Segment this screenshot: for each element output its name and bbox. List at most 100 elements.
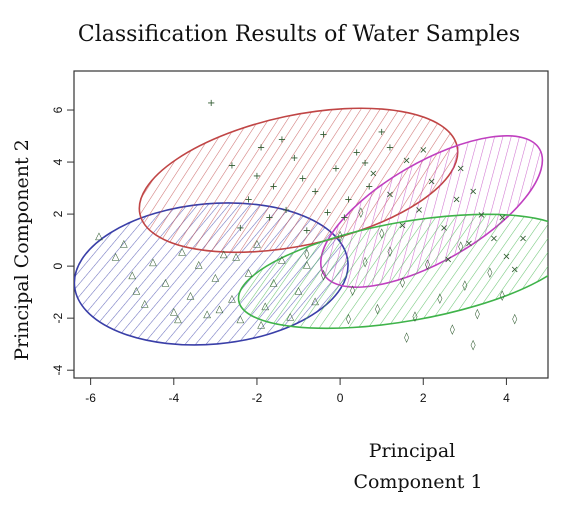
cluster-1-point: △ [162, 278, 170, 289]
cluster-1-point: △ [261, 301, 269, 312]
y-axis: -4 -2 0 2 4 6 [51, 106, 74, 376]
cluster-1-point: △ [278, 254, 286, 265]
cluster-4-point: ◊ [487, 266, 492, 278]
y-tick-label: 6 [51, 106, 65, 113]
cluster-3-point: × [456, 163, 464, 174]
x-axis-label-line-2: Component 1 [353, 471, 482, 493]
cluster-4-point: ◊ [437, 292, 442, 304]
cluster-1-point: △ [112, 252, 120, 263]
cluster-ellipses [74, 107, 548, 346]
cluster-1-point: △ [170, 306, 178, 317]
y-tick-label: 4 [51, 158, 65, 165]
cluster-2-point: + [298, 174, 306, 185]
x-tick-label: -2 [252, 391, 263, 405]
cluster-3-point: × [398, 221, 406, 232]
cluster-2-point: + [353, 148, 361, 159]
cluster-1-point: △ [303, 260, 311, 271]
cluster-3-point: × [369, 168, 377, 179]
cluster-2-point: + [265, 213, 273, 224]
cluster-4-point: ◊ [379, 227, 384, 239]
cluster-1-point: △ [270, 278, 278, 289]
cluster-1-point: △ [174, 314, 182, 325]
cluster-2-point: + [365, 181, 373, 192]
cluster-3-point: × [477, 210, 485, 221]
cluster-4-point: ◊ [412, 311, 417, 323]
cluster-2-point: + [303, 226, 311, 237]
x-tick-label: 2 [420, 391, 427, 405]
cluster-4-point: ◊ [304, 248, 309, 260]
cluster-4-point: ◊ [363, 256, 368, 268]
cluster-1-point: △ [120, 239, 128, 250]
cluster-2-point: + [228, 161, 236, 172]
data-points: △△△△△△△△△△△△△△△△△△△△△△△△△△△△△△++++++++++… [95, 98, 527, 351]
cluster-1-point: △ [295, 286, 303, 297]
cluster-2-point: + [344, 194, 352, 205]
cluster-1-point: △ [253, 239, 261, 250]
cluster-1-point: △ [203, 309, 211, 320]
cluster-3-point: × [419, 145, 427, 156]
cluster-3-point: × [511, 265, 519, 276]
cluster-3-point: × [386, 189, 394, 200]
cluster-2-point: + [282, 205, 290, 216]
cluster-4-point: ◊ [388, 246, 393, 258]
cluster-2-point: + [278, 135, 286, 146]
cluster-1-point: △ [245, 267, 253, 278]
cluster-2-point: + [377, 127, 385, 138]
x-tick-label: -4 [168, 391, 179, 405]
y-tick-label: -2 [51, 313, 65, 324]
cluster-4-point: ◊ [350, 285, 355, 297]
cluster-1-point: △ [141, 299, 149, 310]
cluster-1-point: △ [149, 257, 157, 268]
cluster-4-point: ◊ [500, 290, 505, 302]
cluster-2-point: + [244, 194, 252, 205]
cluster-3-point: × [519, 234, 527, 245]
cluster-2-point: + [253, 171, 261, 182]
cluster-4-point: ◊ [400, 277, 405, 289]
cluster-2-point: + [323, 207, 331, 218]
cluster-3-point: × [465, 239, 473, 250]
cluster-1-point: △ [236, 314, 244, 325]
x-axis-label-line-1: Principal [369, 440, 455, 462]
cluster-1-point: △ [95, 231, 103, 242]
x-tick-label: -6 [85, 391, 96, 405]
cluster-4-point: ◊ [475, 308, 480, 320]
cluster-2-point: + [207, 98, 215, 109]
cluster-1-point: △ [220, 249, 228, 260]
x-axis: -6 -4 -2 0 2 4 [85, 378, 510, 405]
cluster-3-point: × [440, 223, 448, 234]
cluster-4-point: ◊ [358, 206, 363, 218]
cluster-1-point: △ [195, 260, 203, 271]
cluster-3-point: × [502, 252, 510, 263]
cluster-4-point: ◊ [458, 240, 463, 252]
cluster-3-point: × [469, 187, 477, 198]
cluster-1-point: △ [228, 293, 236, 304]
y-axis-label: Principal Component 2 [11, 139, 33, 361]
cluster-2-point: + [257, 142, 265, 153]
cluster-4-point: ◊ [346, 313, 351, 325]
cluster-2-point: + [361, 158, 369, 169]
cluster-2-point: + [290, 153, 298, 164]
cluster-4-point: ◊ [425, 259, 430, 271]
cluster-1-point: △ [178, 247, 186, 258]
cluster-1-point: △ [128, 270, 136, 281]
y-tick-label: 0 [51, 262, 65, 269]
cluster-4-point: ◊ [512, 313, 517, 325]
x-tick-label: 4 [503, 391, 510, 405]
cluster-4-point: ◊ [450, 324, 455, 336]
cluster-1-point: △ [311, 296, 319, 307]
cluster-4-point: ◊ [462, 279, 467, 291]
cluster-4-point: ◊ [404, 331, 409, 343]
cluster-2-point: + [236, 223, 244, 234]
cluster-1-point: △ [187, 291, 195, 302]
cluster-4-point: ◊ [471, 339, 476, 351]
cluster-4-point: ◊ [321, 269, 326, 281]
cluster-1-point: △ [257, 319, 265, 330]
cluster-2-point: + [269, 181, 277, 192]
cluster-3-point: × [498, 213, 506, 224]
cluster-4-ellipse [237, 213, 548, 330]
cluster-2-point: + [319, 129, 327, 140]
y-tick-label: -4 [51, 365, 65, 376]
cluster-3-point: × [490, 234, 498, 245]
cluster-3-point: × [415, 205, 423, 216]
